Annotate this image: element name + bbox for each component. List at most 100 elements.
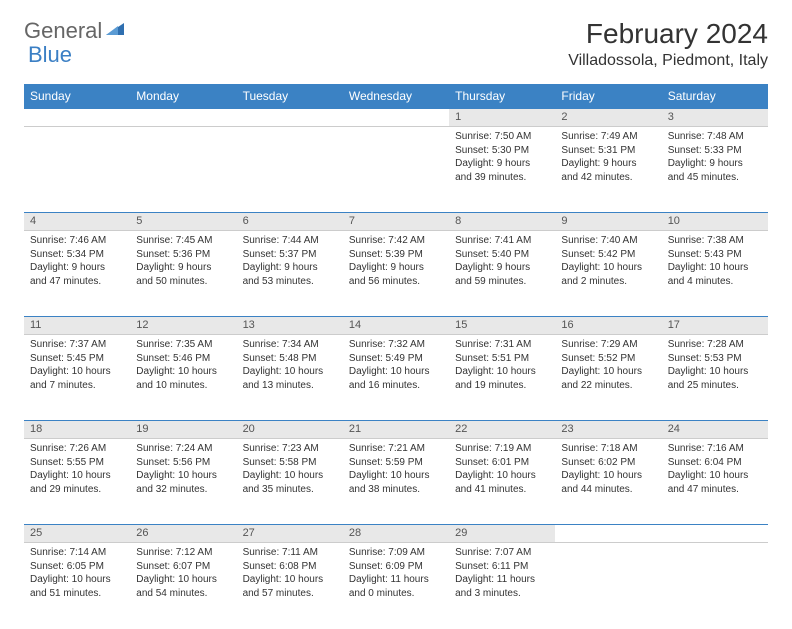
day-line: and 32 minutes. bbox=[136, 483, 230, 497]
day-number: 4 bbox=[24, 213, 130, 231]
day-line: Sunset: 6:07 PM bbox=[136, 560, 230, 574]
day-line: Sunset: 5:42 PM bbox=[561, 248, 655, 262]
day-line: and 44 minutes. bbox=[561, 483, 655, 497]
day-line: Sunrise: 7:09 AM bbox=[349, 546, 443, 560]
day-cell: Sunrise: 7:46 AMSunset: 5:34 PMDaylight:… bbox=[24, 231, 130, 317]
day-line: Sunrise: 7:50 AM bbox=[455, 130, 549, 144]
day-line: and 50 minutes. bbox=[136, 275, 230, 289]
daynum-row: 45678910 bbox=[24, 213, 768, 231]
day-line: Daylight: 10 hours bbox=[561, 365, 655, 379]
day-line: Daylight: 10 hours bbox=[243, 365, 337, 379]
day-line: Daylight: 10 hours bbox=[30, 365, 124, 379]
day-number: 14 bbox=[343, 317, 449, 335]
day-line: and 47 minutes. bbox=[30, 275, 124, 289]
day-cell: Sunrise: 7:32 AMSunset: 5:49 PMDaylight:… bbox=[343, 335, 449, 421]
day-line: Sunset: 5:46 PM bbox=[136, 352, 230, 366]
day-line: Sunrise: 7:45 AM bbox=[136, 234, 230, 248]
day-cell: Sunrise: 7:19 AMSunset: 6:01 PMDaylight:… bbox=[449, 439, 555, 525]
day-line: Sunset: 6:11 PM bbox=[455, 560, 549, 574]
day-line: Daylight: 10 hours bbox=[668, 365, 762, 379]
day-number: 6 bbox=[237, 213, 343, 231]
day-line: and 3 minutes. bbox=[455, 587, 549, 601]
day-line: Daylight: 10 hours bbox=[561, 469, 655, 483]
day-line: and 22 minutes. bbox=[561, 379, 655, 393]
day-line: Daylight: 10 hours bbox=[136, 365, 230, 379]
day-header: Tuesday bbox=[237, 84, 343, 109]
logo-text-general: General bbox=[24, 18, 102, 44]
day-cell: Sunrise: 7:34 AMSunset: 5:48 PMDaylight:… bbox=[237, 335, 343, 421]
calendar-body: 123Sunrise: 7:50 AMSunset: 5:30 PMDaylig… bbox=[24, 109, 768, 629]
day-cell: Sunrise: 7:44 AMSunset: 5:37 PMDaylight:… bbox=[237, 231, 343, 317]
day-line: and 4 minutes. bbox=[668, 275, 762, 289]
day-line: Sunrise: 7:37 AM bbox=[30, 338, 124, 352]
day-line: Sunrise: 7:38 AM bbox=[668, 234, 762, 248]
day-line: Sunrise: 7:44 AM bbox=[243, 234, 337, 248]
day-line: and 57 minutes. bbox=[243, 587, 337, 601]
day-number bbox=[662, 525, 768, 543]
day-line: Sunrise: 7:48 AM bbox=[668, 130, 762, 144]
header: General February 2024 Villadossola, Pied… bbox=[24, 18, 768, 70]
day-line: Daylight: 10 hours bbox=[455, 365, 549, 379]
day-line: and 59 minutes. bbox=[455, 275, 549, 289]
day-line: and 42 minutes. bbox=[561, 171, 655, 185]
day-cell: Sunrise: 7:42 AMSunset: 5:39 PMDaylight:… bbox=[343, 231, 449, 317]
day-line: Sunrise: 7:16 AM bbox=[668, 442, 762, 456]
day-header: Friday bbox=[555, 84, 661, 109]
day-line: Sunrise: 7:49 AM bbox=[561, 130, 655, 144]
day-line: and 53 minutes. bbox=[243, 275, 337, 289]
day-line: Sunrise: 7:26 AM bbox=[30, 442, 124, 456]
day-line: Daylight: 9 hours bbox=[136, 261, 230, 275]
day-line: Sunset: 5:59 PM bbox=[349, 456, 443, 470]
day-number: 10 bbox=[662, 213, 768, 231]
day-number: 21 bbox=[343, 421, 449, 439]
day-number: 5 bbox=[130, 213, 236, 231]
daynum-row: 18192021222324 bbox=[24, 421, 768, 439]
day-cell bbox=[662, 543, 768, 629]
day-line: Daylight: 10 hours bbox=[349, 469, 443, 483]
day-cell: Sunrise: 7:45 AMSunset: 5:36 PMDaylight:… bbox=[130, 231, 236, 317]
month-title: February 2024 bbox=[568, 18, 768, 50]
day-cell: Sunrise: 7:40 AMSunset: 5:42 PMDaylight:… bbox=[555, 231, 661, 317]
content-row: Sunrise: 7:50 AMSunset: 5:30 PMDaylight:… bbox=[24, 127, 768, 213]
day-line: Daylight: 10 hours bbox=[243, 469, 337, 483]
day-header: Sunday bbox=[24, 84, 130, 109]
day-number: 23 bbox=[555, 421, 661, 439]
day-number bbox=[24, 109, 130, 127]
day-number: 20 bbox=[237, 421, 343, 439]
day-line: Sunset: 5:51 PM bbox=[455, 352, 549, 366]
day-line: Daylight: 11 hours bbox=[455, 573, 549, 587]
day-cell: Sunrise: 7:49 AMSunset: 5:31 PMDaylight:… bbox=[555, 127, 661, 213]
day-number: 16 bbox=[555, 317, 661, 335]
day-line: Daylight: 10 hours bbox=[30, 469, 124, 483]
day-line: Sunset: 5:33 PM bbox=[668, 144, 762, 158]
day-line: Sunrise: 7:19 AM bbox=[455, 442, 549, 456]
day-line: Sunrise: 7:14 AM bbox=[30, 546, 124, 560]
day-line: Sunset: 6:01 PM bbox=[455, 456, 549, 470]
day-line: Sunset: 5:39 PM bbox=[349, 248, 443, 262]
day-line: Sunset: 6:04 PM bbox=[668, 456, 762, 470]
title-block: February 2024 Villadossola, Piedmont, It… bbox=[568, 18, 768, 70]
day-number: 29 bbox=[449, 525, 555, 543]
content-row: Sunrise: 7:37 AMSunset: 5:45 PMDaylight:… bbox=[24, 335, 768, 421]
day-number: 11 bbox=[24, 317, 130, 335]
day-line: Sunset: 5:49 PM bbox=[349, 352, 443, 366]
day-number: 19 bbox=[130, 421, 236, 439]
day-line: Sunset: 5:45 PM bbox=[30, 352, 124, 366]
day-line: Sunrise: 7:11 AM bbox=[243, 546, 337, 560]
day-header: Monday bbox=[130, 84, 236, 109]
day-number bbox=[237, 109, 343, 127]
day-line: Daylight: 9 hours bbox=[30, 261, 124, 275]
day-cell bbox=[237, 127, 343, 213]
day-header: Thursday bbox=[449, 84, 555, 109]
day-line: Sunset: 5:55 PM bbox=[30, 456, 124, 470]
day-line: Sunset: 5:34 PM bbox=[30, 248, 124, 262]
day-number: 9 bbox=[555, 213, 661, 231]
day-line: Sunrise: 7:07 AM bbox=[455, 546, 549, 560]
day-line: Daylight: 9 hours bbox=[243, 261, 337, 275]
day-line: Daylight: 9 hours bbox=[455, 261, 549, 275]
day-number: 26 bbox=[130, 525, 236, 543]
day-cell: Sunrise: 7:35 AMSunset: 5:46 PMDaylight:… bbox=[130, 335, 236, 421]
day-line: Daylight: 10 hours bbox=[243, 573, 337, 587]
day-line: Daylight: 10 hours bbox=[349, 365, 443, 379]
day-line: Daylight: 10 hours bbox=[668, 261, 762, 275]
